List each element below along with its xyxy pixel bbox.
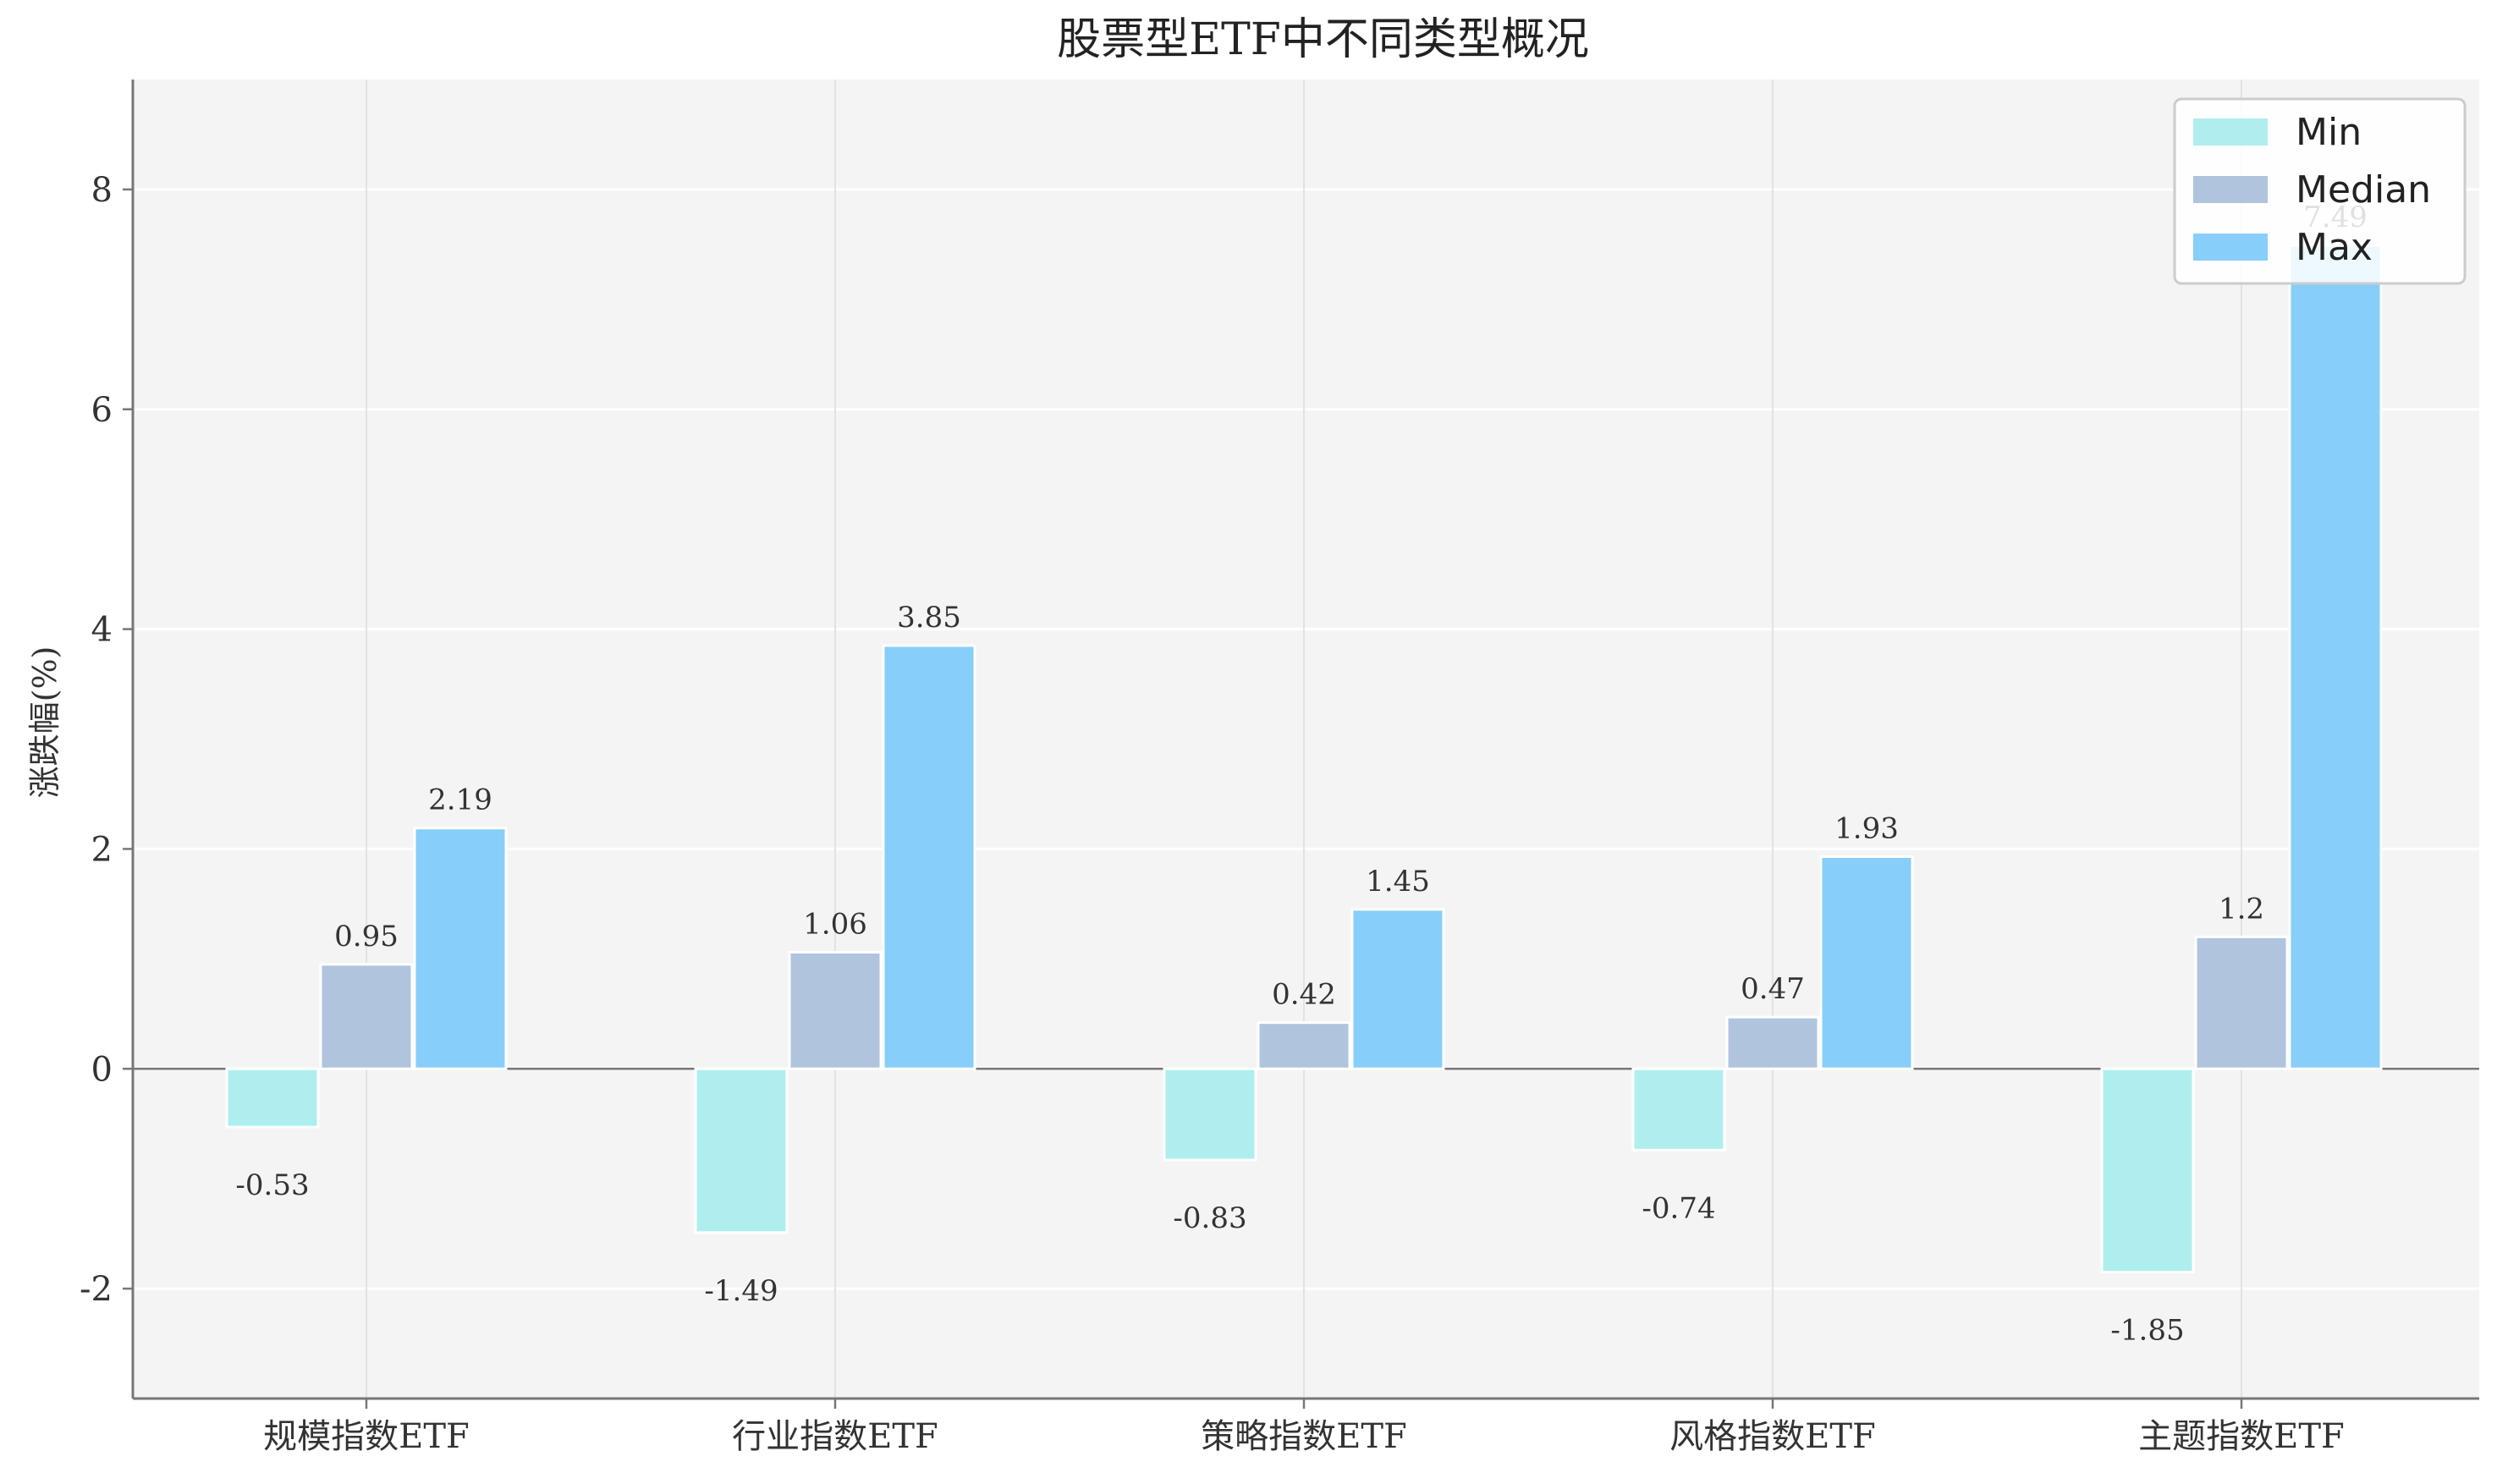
legend-swatch-median: [2193, 176, 2268, 203]
x-tick-label: 策略指数ETF: [1201, 1417, 1407, 1456]
data-label-min-3: -0.83: [1173, 1201, 1246, 1235]
x-tick-label: 行业指数ETF: [732, 1417, 938, 1456]
bar-min-2: [694, 1067, 789, 1234]
y-axis-label: 涨跌幅(%): [26, 646, 63, 799]
bar-max-3: [1350, 908, 1445, 1070]
data-label-median-2: 1.06: [803, 908, 867, 942]
data-label-median-1: 0.95: [334, 920, 399, 954]
data-label-min-4: -0.74: [1642, 1191, 1715, 1225]
bar-median-3: [1257, 1021, 1351, 1070]
data-label-median-4: 0.47: [1741, 972, 1805, 1006]
chart-title: 股票型ETF中不同类型概况: [1057, 14, 1589, 65]
legend-swatch-min: [2193, 118, 2268, 146]
plot-area: [133, 80, 2479, 1399]
legend-label-median: Median: [2296, 168, 2431, 212]
data-label-median-3: 0.42: [1272, 978, 1336, 1012]
data-labels: -0.53 -1.49 -0.83 -0.74 -1.85 0.95 1.06 0.42 0.4…: [235, 201, 2367, 1347]
y-tick-label: 4: [91, 611, 113, 650]
tick-labels: -2 0 2 4 6 8 规模指数ETF 行业指数ETF 策略指数ETF 风格指数ETF 主题指数E…: [80, 171, 2345, 1456]
data-label-max-4: 1.93: [1834, 812, 1899, 846]
data-label-max-2: 3.85: [897, 601, 961, 635]
bar-median-2: [788, 951, 883, 1070]
bar-median-1: [319, 963, 414, 1070]
bar-min-4: [1631, 1067, 1726, 1151]
legend-swatch-max: [2193, 234, 2268, 261]
y-tick-label: 0: [91, 1050, 113, 1089]
axes: [123, 80, 2479, 1409]
bars: [225, 244, 2383, 1274]
y-tick-label: 2: [91, 830, 113, 869]
data-label-max-3: 1.45: [1366, 865, 1430, 899]
x-tick-label: 主题指数ETF: [2138, 1417, 2345, 1456]
bar-max-1: [413, 827, 508, 1070]
y-tick-label: 6: [91, 391, 113, 430]
legend-label-max: Max: [2296, 226, 2373, 269]
data-label-min-5: -1.85: [2110, 1314, 2184, 1348]
bar-min-3: [1163, 1067, 1257, 1162]
bar-min-5: [2100, 1067, 2195, 1274]
legend-label-min: Min: [2296, 111, 2362, 154]
data-label-max-1: 2.19: [428, 783, 492, 817]
bar-max-4: [1819, 855, 1914, 1070]
data-label-median-5: 1.2: [2219, 892, 2264, 926]
bar-max-2: [882, 644, 976, 1070]
bar-max-5: [2288, 244, 2383, 1070]
y-tick-label: 8: [91, 171, 113, 210]
bar-median-5: [2194, 935, 2289, 1070]
y-tick-label: -2: [80, 1270, 113, 1309]
x-tick-label: 风格指数ETF: [1669, 1417, 1876, 1456]
legend: Min Median Max: [2173, 97, 2467, 285]
x-tick-label: 规模指数ETF: [263, 1417, 470, 1456]
grid-lines: [133, 80, 2479, 1399]
bar-median-4: [1725, 1015, 1820, 1070]
bar-min-1: [225, 1067, 320, 1129]
data-label-min-1: -0.53: [235, 1168, 309, 1202]
data-label-min-2: -1.49: [704, 1274, 778, 1308]
